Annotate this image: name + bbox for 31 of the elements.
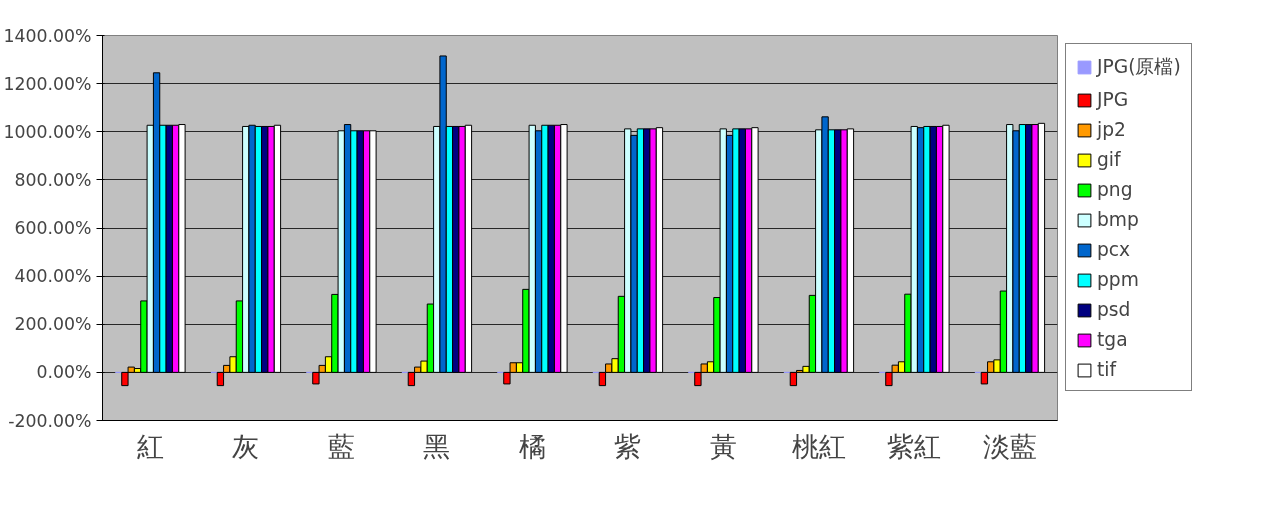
y-tick-label: 0.00%: [36, 362, 92, 383]
legend-label: bmp: [1097, 209, 1139, 230]
y-tick-label: 1000.00%: [3, 121, 92, 142]
x-tick-label: 黃: [709, 431, 737, 462]
y-tick-label: 400.00%: [14, 266, 92, 287]
x-tick-label: 淡藍: [982, 431, 1037, 462]
y-tick-label: 800.00%: [14, 169, 92, 190]
legend-label: JPG: [1097, 89, 1129, 110]
legend-label: tga: [1097, 329, 1128, 350]
x-tick-label: 紫紅: [887, 431, 942, 462]
x-tick-label: 橘: [518, 431, 546, 462]
x-tick-label: 桃紅: [791, 431, 846, 462]
x-tick-label: 黑: [423, 431, 451, 462]
legend-label: JPG(原檔): [1097, 55, 1181, 79]
legend-label: jp2: [1097, 119, 1126, 140]
legend-label: ppm: [1097, 269, 1139, 290]
bar: [789, 371, 798, 387]
legend-label: psd: [1097, 299, 1131, 320]
x-tick-label: 紫: [614, 431, 642, 462]
x-tick-label: 藍: [327, 431, 355, 462]
y-tick-label: 200.00%: [14, 314, 92, 335]
y-tick-label: 600.00%: [14, 218, 92, 238]
legend-label: gif: [1097, 149, 1121, 170]
legend-label: pcx: [1097, 239, 1131, 260]
legend-label: png: [1097, 179, 1133, 200]
y-tick-label: 1400.00%: [3, 25, 92, 46]
y-tick-label: -200.00%: [8, 410, 92, 431]
legend-label: tif: [1097, 359, 1117, 380]
x-tick-label: 紅: [136, 431, 164, 462]
y-tick-label: 1200.00%: [3, 73, 92, 94]
x-tick-label: 灰: [232, 431, 260, 462]
